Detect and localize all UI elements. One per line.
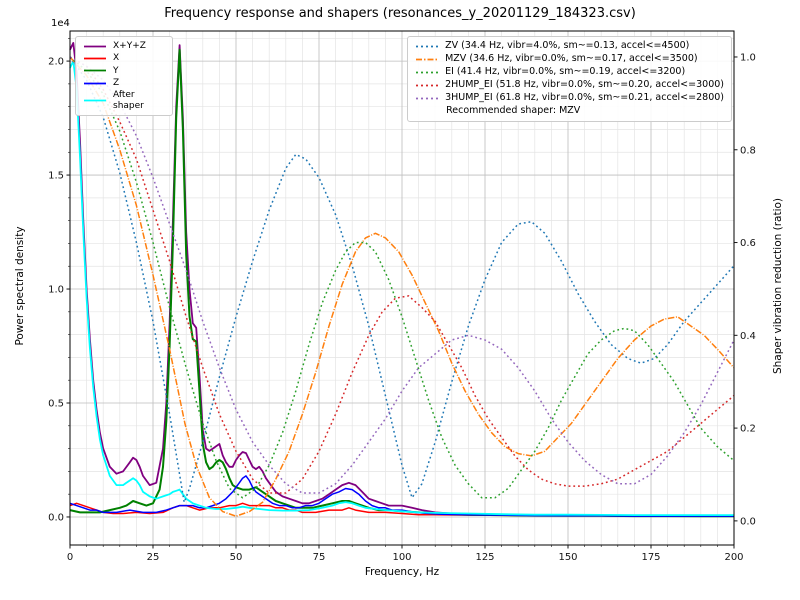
x-tick-label: 100 bbox=[392, 552, 411, 563]
y-right-tick-label: 0.2 bbox=[740, 424, 756, 435]
legend-swatch-line bbox=[416, 71, 439, 74]
series-line-mzv bbox=[69, 56, 735, 517]
legend-entry-label: X bbox=[113, 53, 120, 64]
y-left-tick-label: 2.0 bbox=[48, 57, 64, 68]
x-tick-label: 200 bbox=[724, 552, 743, 563]
legend-entry-label: ZV (34.4 Hz, vibr=4.0%, sm~=0.13, accel<… bbox=[445, 40, 690, 51]
legend-entry-label: After shaper bbox=[113, 90, 144, 111]
x-tick-label: 0 bbox=[67, 552, 73, 563]
legend-entry: 2HUMP_EI (51.8 Hz, vibr=0.0%, sm~=0.20, … bbox=[415, 78, 724, 91]
legend-entry: ZV (34.4 Hz, vibr=4.0%, sm~=0.13, accel<… bbox=[415, 40, 724, 52]
legend-entry-label: Z bbox=[113, 78, 120, 89]
legend-entry-label: Y bbox=[113, 65, 119, 76]
series-line-x bbox=[69, 502, 734, 517]
x-axis-label: Frequency, Hz bbox=[364, 566, 440, 578]
legend-entry: X+Y+Z bbox=[83, 41, 165, 51]
legend-entry-label: X+Y+Z bbox=[113, 41, 146, 51]
legend-swatch-line bbox=[416, 84, 439, 87]
legend-entry: Recommended shaper: MZV bbox=[446, 104, 724, 117]
legend-swatch-line bbox=[84, 57, 106, 60]
y-right-tick-label: 0.4 bbox=[740, 331, 756, 342]
legend-swatch-line bbox=[416, 97, 439, 99]
legend-entry-label: 2HUMP_EI (51.8 Hz, vibr=0.0%, sm~=0.20, … bbox=[445, 78, 724, 90]
legend-entry: Z bbox=[83, 78, 165, 88]
y-axis-offset-label: 1e4 bbox=[51, 18, 70, 29]
y-left-tick-label: 1.5 bbox=[48, 171, 64, 182]
x-tick-label: 150 bbox=[558, 552, 577, 563]
recommended-shaper-note: Recommended shaper: MZV bbox=[446, 104, 581, 116]
series-line-ei bbox=[69, 56, 735, 499]
legend-psd: X+Y+Z X Y Z After shaper bbox=[75, 36, 173, 117]
legend-shapers: ZV (34.4 Hz, vibr=4.0%, sm~=0.13, accel<… bbox=[407, 36, 732, 122]
y-left-tick-label: 0.0 bbox=[48, 512, 64, 523]
legend-swatch-line bbox=[416, 58, 439, 61]
x-tick-label: 25 bbox=[147, 552, 160, 563]
series-line-sum bbox=[69, 42, 734, 517]
legend-entry: EI (41.4 Hz, vibr=0.0%, sm~=0.19, accel<… bbox=[415, 65, 724, 78]
y-right-tick-label: 1.0 bbox=[740, 52, 756, 63]
legend-swatch-line bbox=[84, 99, 106, 102]
legend-entry-label: EI (41.4 Hz, vibr=0.0%, sm~=0.19, accel<… bbox=[445, 65, 686, 77]
series-line-zv bbox=[69, 56, 735, 504]
series-line-2hump_ei bbox=[69, 56, 735, 494]
legend-entry: MZV (34.6 Hz, vibr=0.0%, sm~=0.17, accel… bbox=[415, 52, 724, 65]
legend-entry: 3HUMP_EI (61.8 Hz, vibr=0.0%, sm~=0.21, … bbox=[415, 91, 724, 104]
x-tick-label: 175 bbox=[641, 552, 660, 563]
legend-entry-label: 3HUMP_EI (61.8 Hz, vibr=0.0%, sm~=0.21, … bbox=[445, 91, 724, 103]
y-left-tick-label: 0.5 bbox=[48, 398, 64, 409]
y-right-tick-label: 0.6 bbox=[740, 238, 756, 249]
legend-swatch-line bbox=[84, 45, 106, 48]
y-axis-label-right: Shaper vibration reduction (ratio) bbox=[772, 197, 784, 375]
legend-swatch-line bbox=[84, 70, 106, 72]
y-right-tick-label: 0.8 bbox=[740, 145, 756, 156]
y-axis-label-left: Power spectral density bbox=[14, 226, 26, 346]
legend-entry: Y bbox=[83, 66, 165, 76]
x-tick-label: 75 bbox=[313, 552, 326, 563]
y-right-tick-label: 0.0 bbox=[740, 516, 756, 527]
legend-swatch-line bbox=[416, 45, 439, 48]
chart-title: Frequency response and shapers (resonanc… bbox=[164, 6, 636, 21]
legend-entry: After shaper bbox=[83, 90, 165, 111]
legend-entry-label: MZV (34.6 Hz, vibr=0.0%, sm~=0.17, accel… bbox=[445, 52, 698, 64]
series-line-after_shaper bbox=[69, 60, 734, 516]
y-left-tick-label: 1.0 bbox=[48, 285, 64, 296]
legend-entry: X bbox=[83, 53, 165, 63]
x-tick-label: 50 bbox=[230, 552, 243, 563]
x-tick-label: 125 bbox=[475, 552, 494, 563]
legend-swatch-line bbox=[84, 82, 106, 85]
